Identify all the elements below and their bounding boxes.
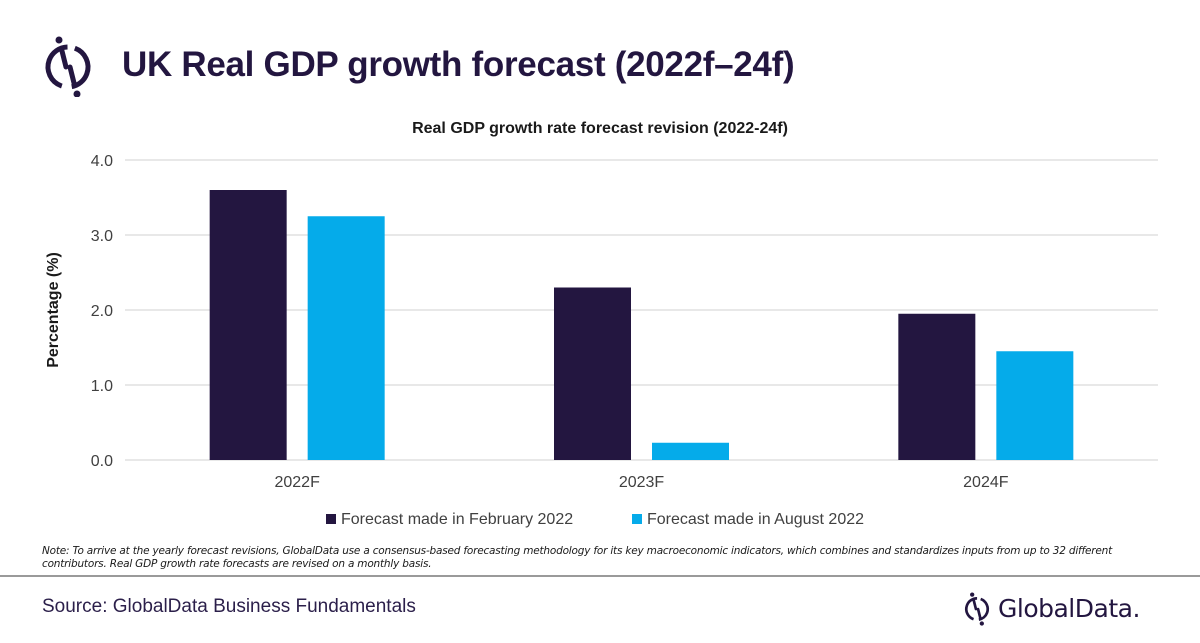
y-tick-label: 3.0 — [91, 228, 113, 245]
legend-label: Forecast made in August 2022 — [647, 511, 864, 528]
y-tick-label: 2.0 — [91, 303, 113, 320]
y-axis-label: Percentage (%) — [45, 252, 62, 368]
header: UK Real GDP growth forecast (2022f–24f) — [40, 30, 795, 100]
x-tick-label: 2022F — [274, 474, 320, 491]
legend: Forecast made in February 2022 Forecast m… — [326, 511, 864, 528]
y-axis-ticks: 0.0 1.0 2.0 3.0 4.0 — [91, 153, 113, 470]
x-tick-label: 2023F — [619, 474, 665, 491]
legend-label: Forecast made in February 2022 — [341, 511, 573, 528]
brand-name: GlobalData. — [998, 593, 1140, 623]
bars — [209, 190, 1074, 460]
bar — [652, 442, 729, 460]
x-axis-ticks: 2022F 2023F 2024F — [274, 474, 1008, 491]
bar — [996, 351, 1074, 460]
y-tick-label: 0.0 — [91, 453, 113, 470]
bar — [898, 313, 976, 460]
chart-title: Real GDP growth rate forecast revision (… — [412, 120, 788, 137]
methodology-note: Note: To arrive at the yearly forecast r… — [42, 545, 1113, 570]
globaldata-logo-icon — [45, 36, 91, 97]
bar-chart: Real GDP growth rate forecast revision (… — [45, 120, 1158, 528]
bar — [209, 190, 287, 460]
bar — [307, 216, 385, 460]
globaldata-logo-icon — [964, 592, 990, 626]
gridlines — [125, 159, 1158, 461]
page-title: UK Real GDP growth forecast (2022f–24f) — [122, 45, 795, 84]
y-tick-label: 4.0 — [91, 153, 113, 170]
brand-logo: GlobalData. — [962, 588, 1140, 628]
x-tick-label: 2024F — [963, 474, 1009, 491]
legend-swatch — [632, 514, 642, 524]
source-text: Source: GlobalData Business Fundamentals — [42, 596, 416, 617]
y-tick-label: 1.0 — [91, 378, 113, 395]
bar — [554, 287, 631, 460]
footer-divider — [0, 575, 1200, 577]
legend-swatch — [326, 514, 336, 524]
